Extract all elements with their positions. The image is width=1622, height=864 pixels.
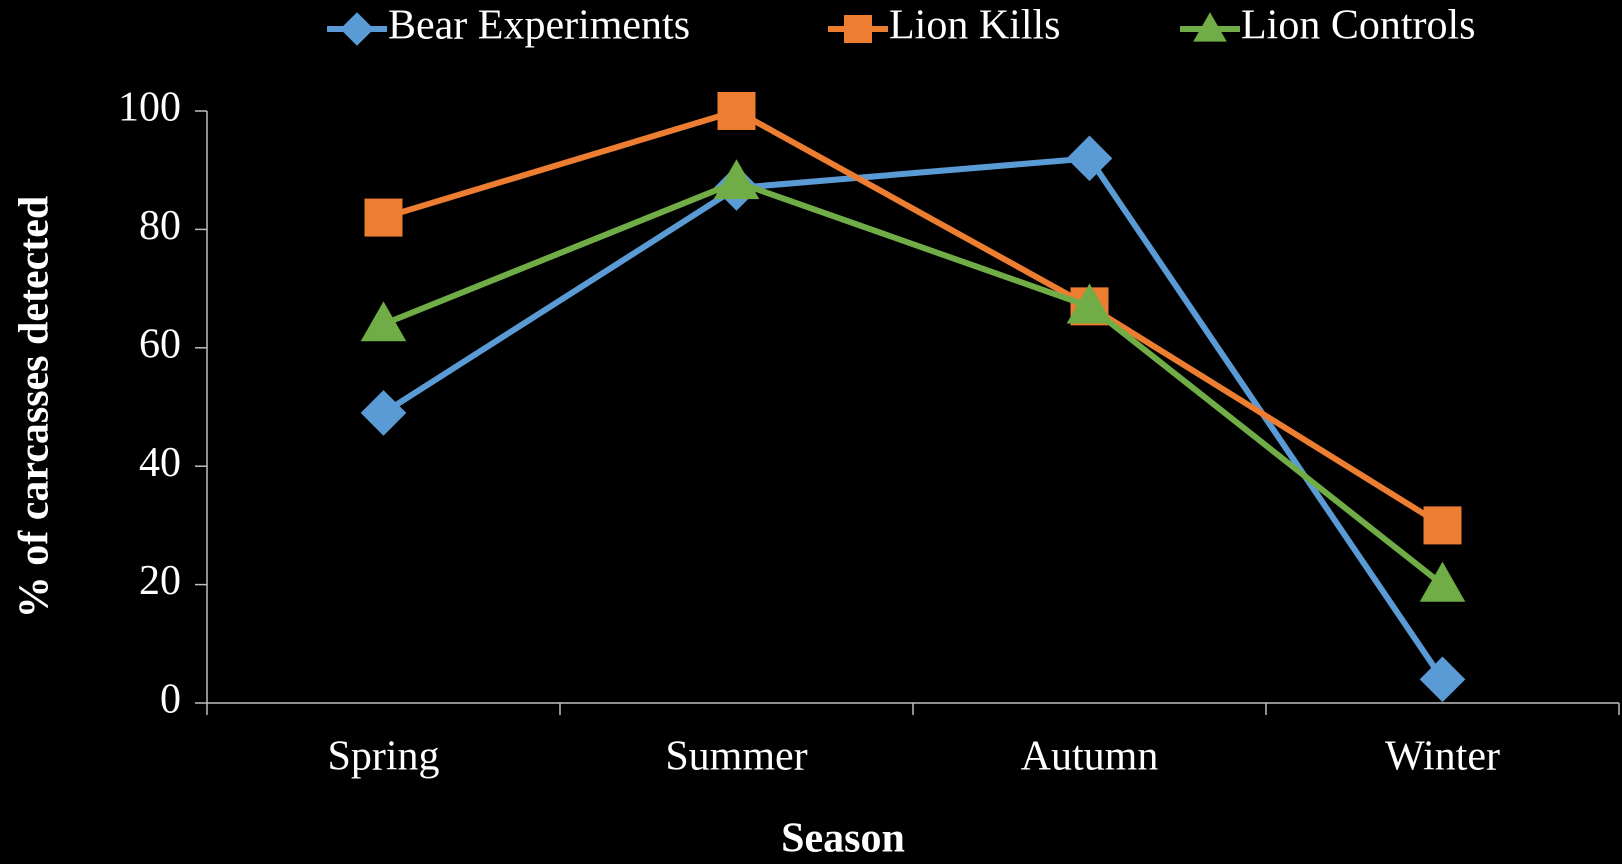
y-tick-label: 100 (118, 85, 181, 131)
series-line (382, 108, 1445, 528)
legend-marker (1193, 12, 1227, 42)
y-axis-label: % of carcasses detected (12, 196, 58, 619)
marker (1066, 135, 1113, 182)
legend-marker (844, 15, 872, 43)
legend-label: Lion Kills (889, 3, 1061, 49)
marker (364, 198, 403, 237)
y-tick-label: 60 (139, 321, 181, 367)
legend-label: Lion Controls (1241, 3, 1476, 49)
x-axis-label: Season (781, 816, 905, 862)
y-tick-label: 80 (139, 203, 181, 249)
marker (717, 92, 756, 130)
y-tick-label: 0 (160, 677, 181, 723)
marker (1419, 656, 1466, 703)
x-tick-label: Autumn (1021, 734, 1159, 780)
x-tick-label: Summer (665, 734, 807, 780)
x-tick-label: Winter (1385, 734, 1500, 780)
y-tick-label: 40 (139, 440, 181, 486)
y-tick-label: 20 (139, 558, 181, 604)
legend-marker (340, 12, 374, 46)
marker (713, 159, 760, 200)
legend-label: Bear Experiments (388, 3, 690, 49)
marker (1066, 283, 1113, 324)
marker (1423, 506, 1462, 545)
series-line (382, 179, 1445, 587)
x-tick-label: Spring (327, 734, 439, 780)
series-line (381, 155, 1445, 682)
marker (1419, 561, 1466, 602)
marker (360, 390, 407, 436)
marker (360, 301, 407, 342)
